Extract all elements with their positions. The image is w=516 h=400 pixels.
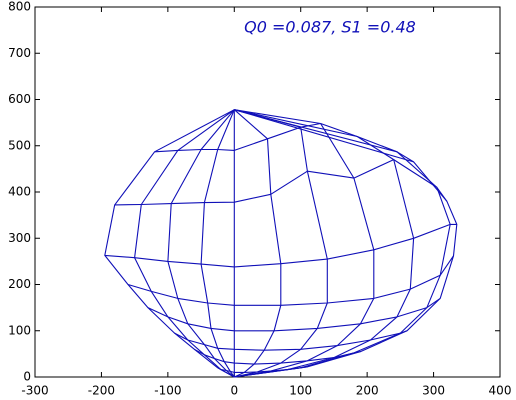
mesh-meridian (134, 109, 235, 378)
y-tick-label: 200 (8, 277, 31, 291)
y-tick-label: 300 (8, 231, 31, 245)
mesh-meridian (234, 109, 451, 378)
mesh-meridian (104, 109, 235, 378)
x-tick-label: 300 (422, 384, 445, 398)
x-tick-label: -200 (88, 384, 115, 398)
mesh-ring (147, 297, 441, 332)
mesh-ring (154, 122, 414, 163)
x-tick-label: -100 (154, 384, 181, 398)
y-tick-label: 800 (8, 0, 31, 14)
annotation: Q0 =0.087, S1 =0.48 (244, 18, 416, 37)
x-tick-label: 100 (289, 384, 312, 398)
x-tick-label: 0 (230, 384, 238, 398)
mesh-meridian (234, 109, 458, 378)
mesh-meridian (200, 109, 235, 378)
mesh-meridian (234, 109, 328, 378)
x-tick-label: -300 (21, 384, 48, 398)
x-tick-label: 400 (489, 384, 512, 398)
y-tick-label: 600 (8, 92, 31, 106)
y-tick-label: 100 (8, 323, 31, 337)
mesh-meridian (167, 109, 235, 378)
y-tick-label: 0 (23, 370, 31, 384)
mesh-meridian (234, 109, 415, 378)
x-tick-label: 200 (356, 384, 379, 398)
y-tick-label: 400 (8, 185, 31, 199)
mesh-meridian (234, 109, 375, 378)
mesh-ring (174, 330, 408, 351)
y-tick-label: 500 (8, 138, 31, 152)
mesh-ring (114, 159, 448, 206)
mesh-meridian (233, 109, 282, 378)
plot-frame (34, 6, 501, 378)
y-tick-label: 700 (8, 46, 31, 60)
